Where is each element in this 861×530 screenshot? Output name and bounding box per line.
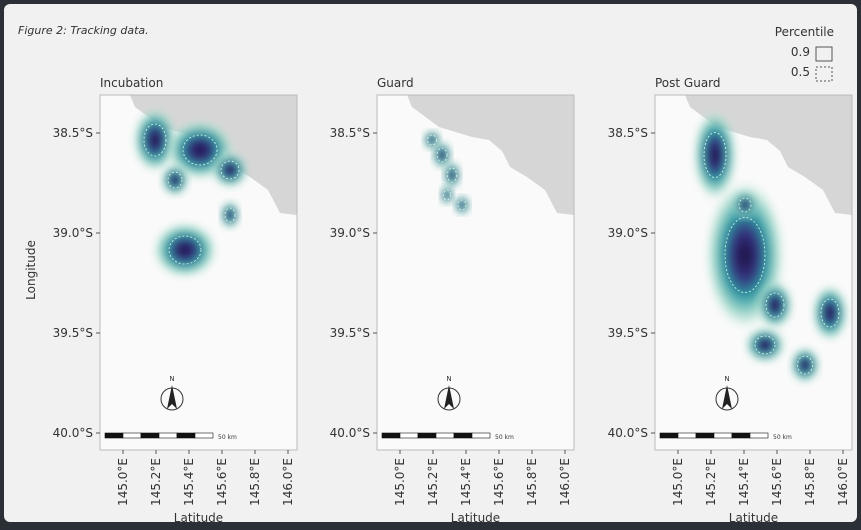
x-axis-label: Latitude <box>729 511 778 525</box>
y-tick-label: 39.5°S <box>330 326 370 340</box>
scale-segment <box>714 433 732 438</box>
north-label: N <box>724 375 729 383</box>
y-tick-label: 38.5°S <box>53 126 93 140</box>
x-tick-label: 145.0°E <box>671 458 685 506</box>
density-blob <box>153 222 217 278</box>
y-tick-label: 40.0°S <box>330 426 370 440</box>
density-blob <box>757 281 793 329</box>
scale-segment <box>732 433 750 438</box>
x-tick-label: 145.8°E <box>525 458 539 506</box>
scale-segment <box>195 433 213 438</box>
scale-segment <box>696 433 714 438</box>
scale-segment <box>472 433 490 438</box>
y-tick-label: 39.0°S <box>330 226 370 240</box>
density-blob <box>733 191 757 219</box>
density-blob <box>790 347 820 383</box>
scale-segment <box>400 433 418 438</box>
scale-segment <box>159 433 177 438</box>
x-tick-label: 145.2°E <box>149 458 163 506</box>
x-tick-label: 145.6°E <box>770 458 784 506</box>
y-axis-label: Longitude <box>24 240 38 300</box>
scale-segment <box>382 433 400 438</box>
x-tick-label: 145.4°E <box>737 458 751 506</box>
map-area <box>655 95 852 450</box>
legend-label: 0.9 <box>791 45 810 59</box>
panel-title: Post Guard <box>655 76 721 90</box>
scale-segment <box>678 433 696 438</box>
scale-segment <box>454 433 472 438</box>
scale-segment <box>177 433 195 438</box>
y-tick-label: 40.0°S <box>608 426 648 440</box>
scale-segment <box>418 433 436 438</box>
scale-segment <box>660 433 678 438</box>
x-tick-label: 145.2°E <box>704 458 718 506</box>
scale-segment <box>750 433 768 438</box>
x-tick-label: 146.0°E <box>281 458 295 506</box>
y-tick-label: 39.5°S <box>53 326 93 340</box>
x-tick-label: 145.6°E <box>492 458 506 506</box>
y-tick-label: 39.5°S <box>608 326 648 340</box>
scale-label: 50 km <box>495 434 514 441</box>
x-tick-label: 145.4°E <box>182 458 196 506</box>
caption: Figure 2: Tracking data. <box>18 24 149 37</box>
page: Figure 2: Tracking data. Percentile 0.9 … <box>0 0 861 526</box>
density-blob <box>161 164 189 196</box>
density-blob <box>812 285 848 341</box>
scale-segment <box>141 433 159 438</box>
panel-title: Guard <box>377 76 414 90</box>
density-blob <box>745 327 785 363</box>
x-tick-label: 146.0°E <box>836 458 850 506</box>
north-label: N <box>169 375 174 383</box>
density-blob <box>443 161 461 189</box>
legend-title: Percentile <box>775 25 834 39</box>
map-area <box>377 95 574 450</box>
y-tick-label: 39.0°S <box>608 226 648 240</box>
scale-label: 50 km <box>773 434 792 441</box>
density-blob <box>454 195 470 215</box>
x-tick-label: 145.8°E <box>248 458 262 506</box>
x-tick-label: 145.2°E <box>426 458 440 506</box>
y-tick-label: 39.0°S <box>53 226 93 240</box>
scale-segment <box>105 433 123 438</box>
scale-segment <box>123 433 141 438</box>
scale-segment <box>436 433 454 438</box>
x-tick-label: 145.6°E <box>215 458 229 506</box>
density-blob <box>220 201 240 229</box>
north-label: N <box>446 375 451 383</box>
figure: Figure 2: Tracking data. Percentile 0.9 … <box>0 0 861 526</box>
density-blob <box>212 152 248 188</box>
legend-label: 0.5 <box>791 65 810 79</box>
x-tick-label: 145.0°E <box>116 458 130 506</box>
x-tick-label: 145.0°E <box>393 458 407 506</box>
x-tick-label: 145.8°E <box>803 458 817 506</box>
y-tick-label: 40.0°S <box>53 426 93 440</box>
density-blob <box>440 185 454 205</box>
scale-label: 50 km <box>218 434 237 441</box>
x-tick-label: 145.4°E <box>459 458 473 506</box>
panel-title: Incubation <box>100 76 163 90</box>
map-area <box>100 95 297 450</box>
x-axis-label: Latitude <box>451 511 500 525</box>
y-tick-label: 38.5°S <box>330 126 370 140</box>
x-axis-label: Latitude <box>174 511 223 525</box>
x-tick-label: 146.0°E <box>558 458 572 506</box>
y-tick-label: 38.5°S <box>608 126 648 140</box>
